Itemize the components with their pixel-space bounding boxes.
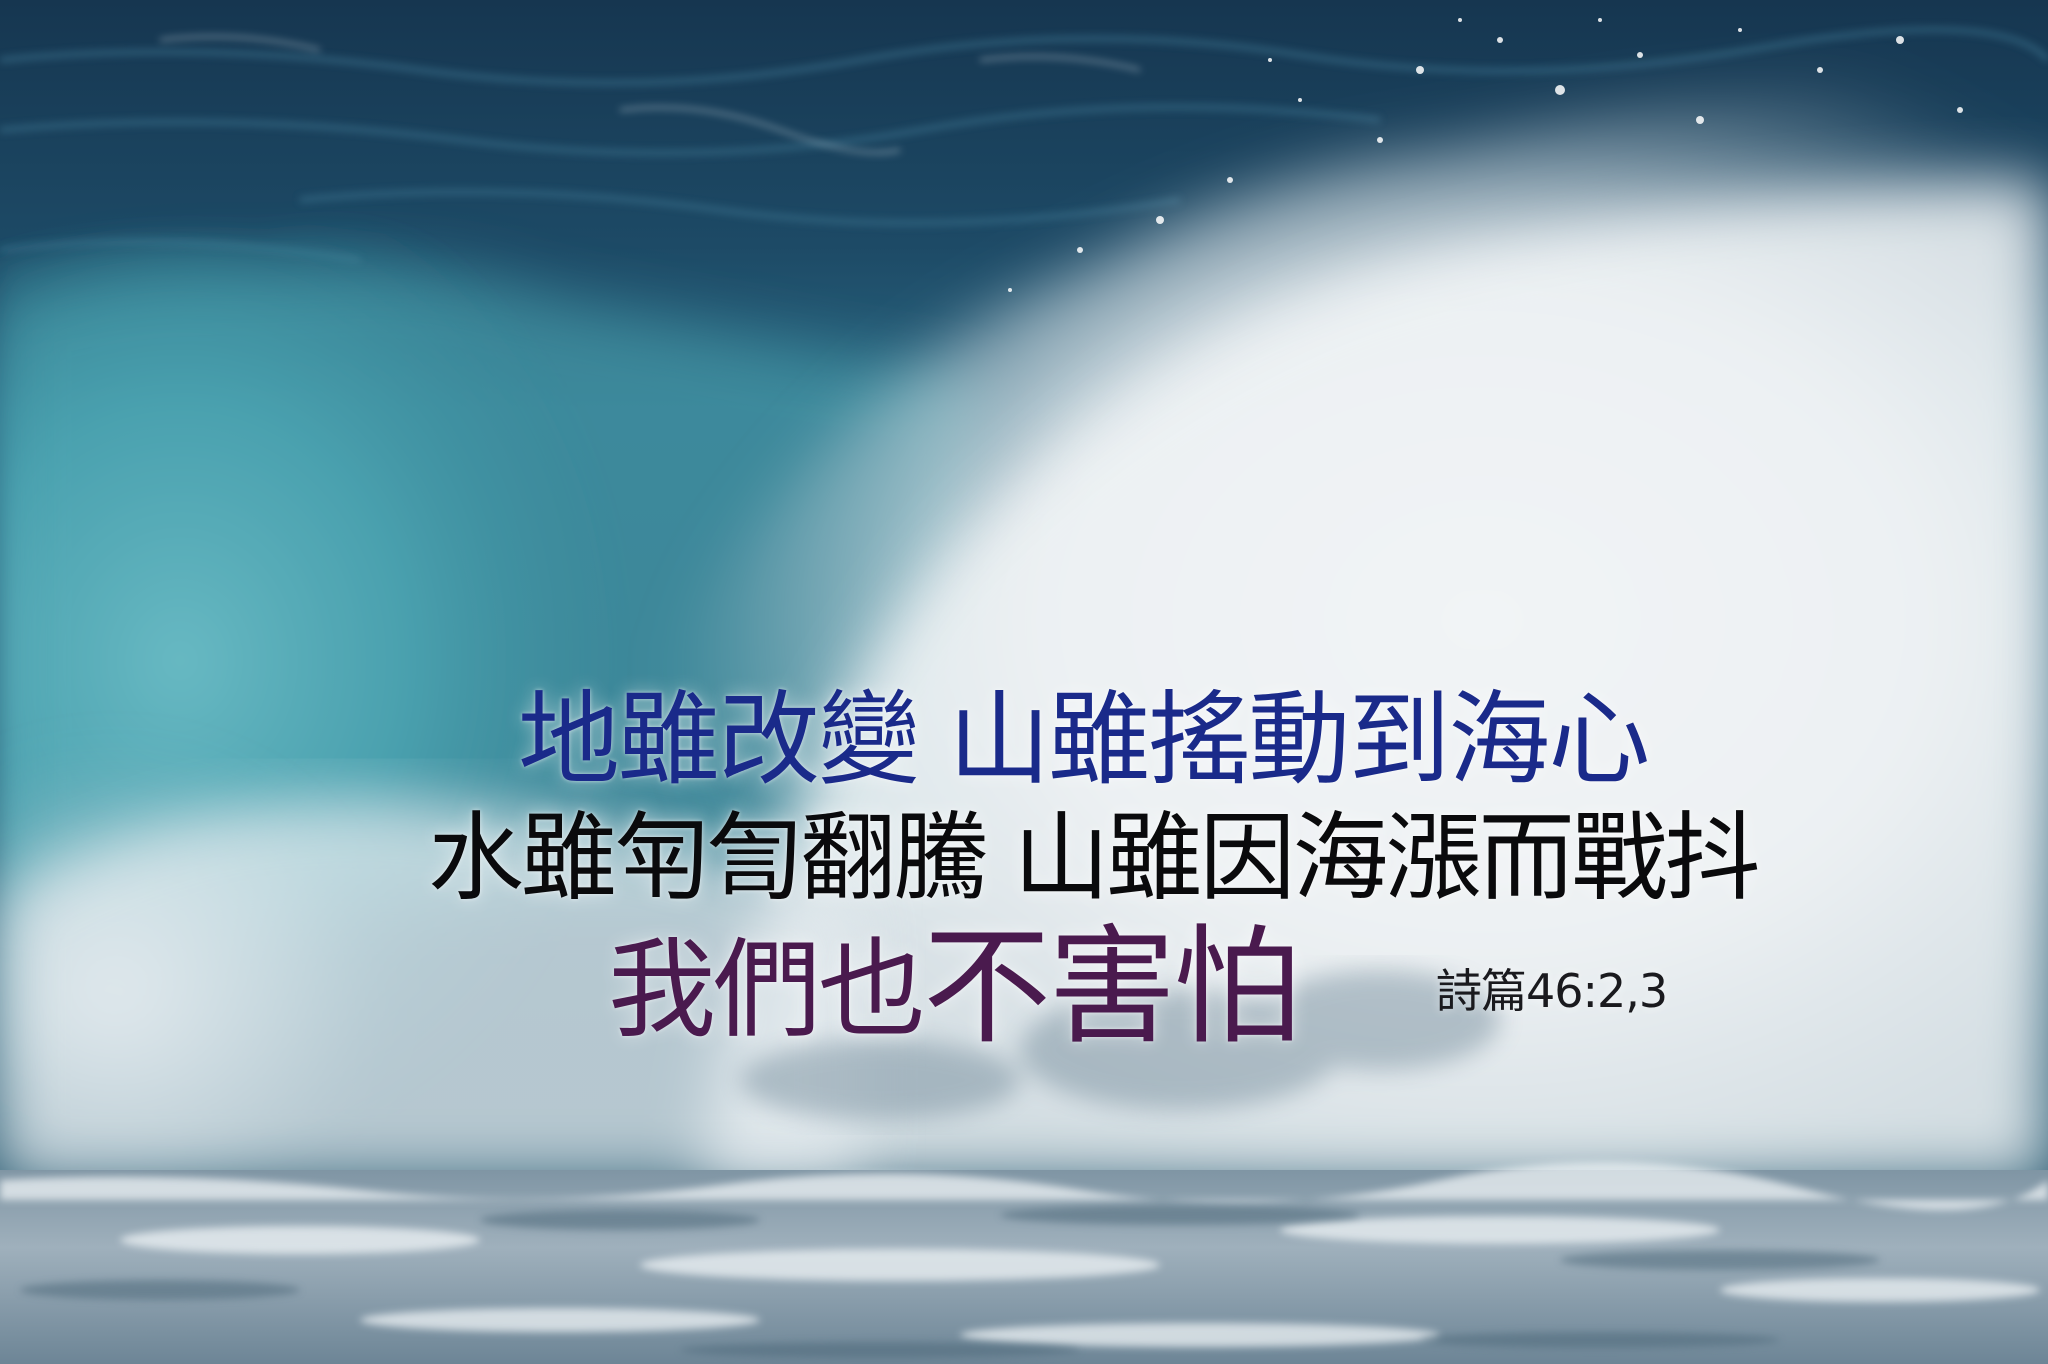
wave-background (0, 0, 2048, 1364)
ocean-wave-photo: 地雖改變 山雖搖動到海心 水雖匉訇翻騰 山雖因海漲而戰抖 我們也不害怕 詩篇46… (0, 0, 2048, 1364)
